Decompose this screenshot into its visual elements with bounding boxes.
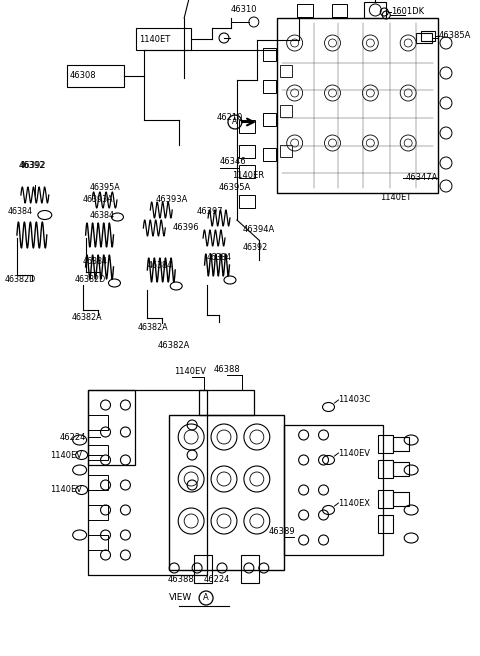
Text: 46382A: 46382A [72, 314, 102, 323]
Text: 46382A: 46382A [157, 340, 190, 350]
Text: 46310: 46310 [231, 5, 257, 14]
Bar [364, 2, 386, 18]
Text: 46384: 46384 [83, 258, 108, 266]
Bar [416, 33, 432, 43]
Text: 46388: 46388 [167, 575, 194, 584]
Text: 46382D: 46382D [75, 276, 106, 285]
Bar [241, 555, 259, 583]
Bar [88, 475, 108, 490]
Bar [280, 105, 292, 117]
Text: 46393A: 46393A [83, 195, 113, 205]
Bar [277, 18, 438, 193]
Text: 46396: 46396 [172, 224, 199, 232]
Text: 46382D: 46382D [5, 276, 36, 285]
Text: 46384: 46384 [8, 207, 33, 216]
Bar [88, 415, 108, 430]
Text: 46392: 46392 [19, 161, 46, 169]
Bar [393, 462, 409, 476]
Bar [393, 492, 409, 506]
Bar [378, 460, 393, 478]
Text: 11403C: 11403C [338, 396, 371, 405]
Text: A: A [203, 594, 209, 602]
Bar [284, 425, 383, 555]
Bar [194, 555, 212, 583]
Bar [421, 31, 435, 41]
Text: VIEW: VIEW [169, 594, 192, 602]
Bar [378, 490, 393, 508]
Text: 46224: 46224 [204, 575, 230, 584]
Bar [169, 415, 284, 570]
Bar [280, 145, 292, 157]
Text: 1140ET: 1140ET [380, 192, 411, 201]
Bar [378, 435, 393, 453]
Bar [239, 195, 255, 208]
Text: 46393A: 46393A [156, 195, 188, 205]
Text: 1140EV: 1140EV [50, 485, 82, 495]
Bar [378, 515, 393, 533]
Text: 46384: 46384 [147, 260, 172, 270]
Bar [263, 113, 276, 126]
Text: 1140EV: 1140EV [338, 449, 371, 457]
Text: 46308: 46308 [70, 72, 96, 81]
Bar [263, 80, 276, 93]
Text: 46210: 46210 [217, 112, 243, 121]
Bar [332, 4, 348, 17]
Text: 46224: 46224 [60, 432, 86, 441]
Text: 46395A: 46395A [219, 182, 251, 192]
Bar [88, 390, 135, 465]
Text: 1601DK: 1601DK [391, 7, 424, 16]
Text: 46392: 46392 [20, 161, 47, 169]
Bar [297, 4, 312, 17]
Bar [393, 437, 409, 451]
Bar [280, 65, 292, 77]
Text: 46384: 46384 [90, 211, 115, 220]
Text: 46346: 46346 [220, 157, 247, 165]
Bar [199, 390, 254, 415]
Text: 46394A: 46394A [243, 226, 275, 234]
Text: 1140EV: 1140EV [50, 451, 82, 459]
Bar [239, 165, 255, 178]
Bar [239, 120, 255, 133]
Text: A: A [232, 117, 238, 127]
Text: 46397: 46397 [197, 207, 224, 216]
Bar [67, 65, 124, 87]
Text: 46382A: 46382A [137, 323, 168, 333]
Bar [263, 48, 276, 61]
Text: 46384: 46384 [207, 253, 232, 262]
Text: 46395A: 46395A [90, 184, 120, 192]
Text: 1140ET: 1140ET [139, 35, 170, 43]
Bar [263, 148, 276, 161]
Text: 46389: 46389 [269, 527, 295, 537]
Bar [239, 145, 255, 158]
Text: 46347A: 46347A [405, 173, 438, 182]
Bar [88, 390, 207, 575]
Bar [136, 28, 191, 50]
Text: 46385A: 46385A [439, 31, 471, 41]
Bar [88, 535, 108, 550]
Bar [88, 505, 108, 520]
Bar [88, 445, 108, 460]
Text: 1140EV: 1140EV [174, 367, 206, 377]
Text: 1140EX: 1140EX [338, 499, 371, 508]
Text: 46388: 46388 [214, 365, 241, 375]
Text: 1140ER: 1140ER [232, 171, 264, 180]
Text: 46392: 46392 [243, 243, 268, 253]
